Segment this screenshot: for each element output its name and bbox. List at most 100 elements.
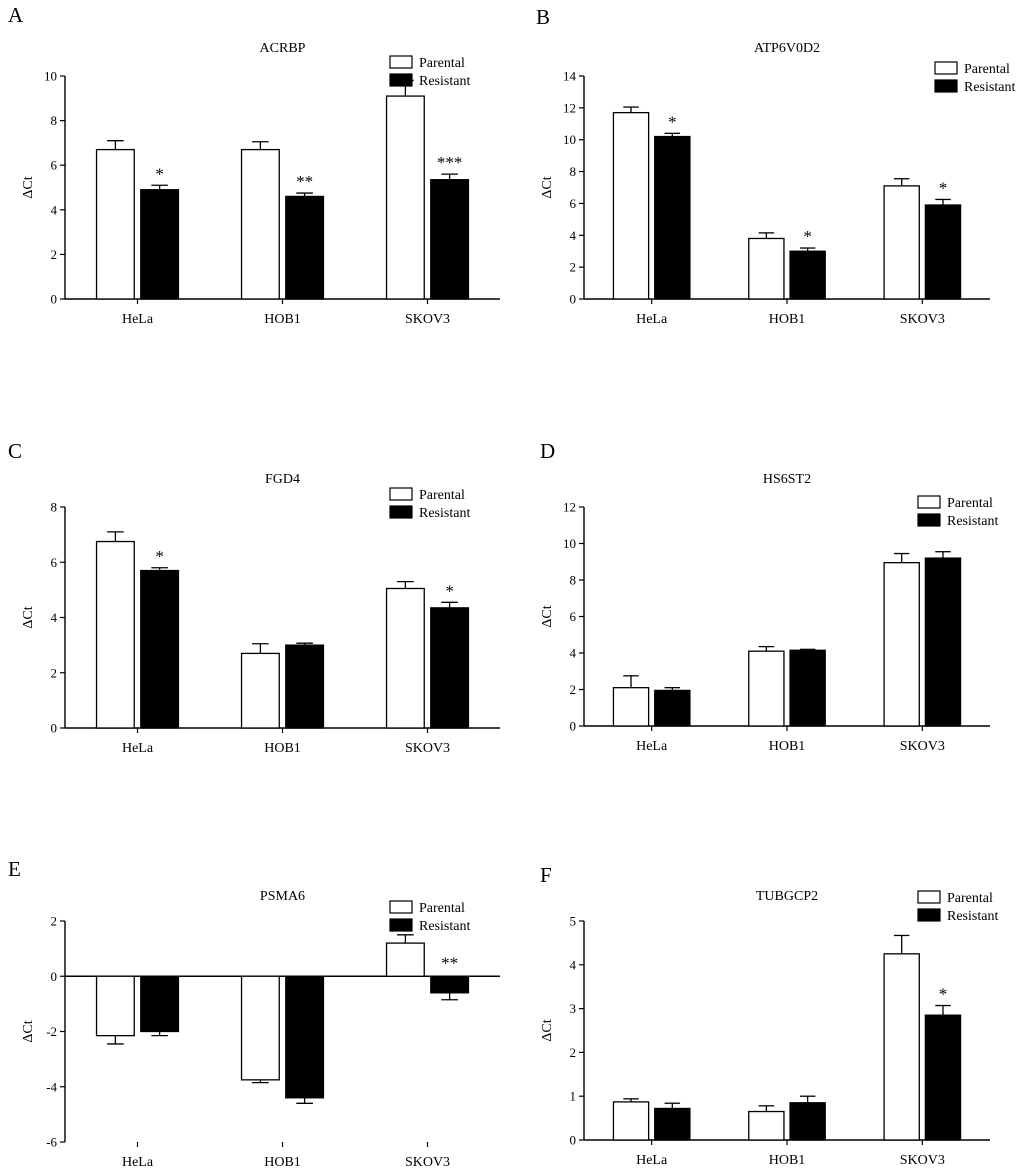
y-axis-label: ΔCt — [540, 605, 555, 627]
legend: Parental Resistant — [917, 890, 998, 924]
y-tick-label: 8 — [51, 113, 58, 128]
bar-parental — [748, 650, 785, 727]
x-tick-label: SKOV3 — [900, 1153, 945, 1168]
x-tick-label: SKOV3 — [405, 1155, 450, 1170]
bar-resistant — [285, 195, 325, 300]
significance-marker: * — [445, 581, 454, 600]
significance-marker: ** — [296, 172, 313, 191]
y-tick-label: 0 — [570, 292, 577, 307]
y-tick-label: 1 — [570, 1089, 577, 1104]
bar-parental — [240, 652, 280, 729]
bar-resistant — [140, 975, 180, 1033]
bar-resistant — [654, 135, 691, 300]
legend-swatch — [389, 918, 413, 932]
legend-label: Parental — [419, 56, 465, 71]
bar-parental — [95, 540, 135, 729]
y-tick-label: 6 — [51, 158, 58, 173]
legend-label: Parental — [419, 901, 465, 916]
bar-parental — [748, 1110, 785, 1141]
chart-panel-b: B ATP6V0D2 0 2 4 6 8 10 12 14 ΔCt HeLa * HOB1 * SKOV3 * P… — [536, 5, 1015, 327]
legend-swatch — [934, 79, 958, 93]
x-tick-label: HOB1 — [769, 739, 806, 754]
legend-label: Parental — [947, 496, 993, 511]
panel-label: E — [8, 857, 21, 881]
legend-swatch — [389, 487, 413, 501]
y-tick-label: 12 — [563, 100, 576, 115]
bar-parental — [385, 95, 425, 300]
legend-swatch — [389, 900, 413, 914]
y-tick-label: 0 — [570, 1133, 577, 1148]
y-tick-label: 6 — [51, 555, 58, 570]
chart-panel-d: D HS6ST2 0 2 4 6 8 10 12 ΔCt HeLa HOB1 SKOV3 Parental… — [540, 439, 998, 754]
y-tick-label: 8 — [570, 573, 577, 588]
chart-title: TUBGCP2 — [756, 889, 818, 904]
y-tick-label: 10 — [44, 69, 57, 84]
significance-marker: * — [803, 227, 812, 246]
y-tick-label: 3 — [570, 1001, 577, 1016]
y-tick-label: 10 — [563, 536, 576, 551]
chart-panel-a: A ACRBP 0 2 4 6 8 10 ΔCt HeLa * HOB1 ** SKOV3 *** Paren… — [8, 3, 500, 327]
y-tick-label: 4 — [570, 228, 577, 243]
legend-swatch — [389, 73, 413, 87]
bar-parental — [612, 111, 650, 300]
significance-marker: * — [668, 112, 677, 131]
legend: Parental Resistant — [389, 900, 470, 934]
bar-resistant — [285, 644, 325, 729]
x-tick-label: HeLa — [636, 739, 668, 754]
bar-resistant — [789, 250, 826, 300]
bar-parental — [240, 148, 280, 300]
x-tick-label: HeLa — [636, 1153, 668, 1168]
significance-marker: * — [155, 547, 164, 566]
panel-label: D — [540, 439, 555, 463]
x-tick-label: HOB1 — [264, 1155, 301, 1170]
significance-marker: ** — [441, 953, 458, 972]
y-tick-label: 2 — [51, 247, 58, 262]
legend-swatch — [389, 505, 413, 519]
legend-swatch — [917, 513, 941, 527]
bar-parental — [612, 687, 650, 727]
bar-parental — [883, 185, 920, 300]
panel-label: C — [8, 439, 22, 463]
chart-title: FGD4 — [265, 472, 300, 487]
y-tick-label: 2 — [570, 260, 577, 275]
bar-parental — [385, 942, 425, 977]
y-tick-label: 4 — [51, 202, 58, 217]
bar-resistant — [924, 204, 962, 300]
chart-panel-f: F TUBGCP2 0 1 2 3 4 5 ΔCt HeLa HOB1 SKOV3 * Parental R… — [540, 863, 998, 1168]
x-tick-label: SKOV3 — [405, 741, 450, 756]
y-tick-label: 4 — [570, 957, 577, 972]
x-tick-label: HeLa — [122, 312, 154, 327]
chart-panel-e: E PSMA6 -6 -4 -2 0 2 ΔCt HeLa HOB1 SKOV3 ** Parental… — [8, 857, 500, 1170]
y-tick-label: -4 — [46, 1079, 57, 1094]
legend-swatch — [934, 61, 958, 75]
bar-parental — [385, 587, 425, 729]
bar-resistant — [430, 607, 470, 729]
bar-resistant — [140, 189, 180, 300]
bar-parental — [883, 562, 920, 727]
y-tick-label: 4 — [570, 646, 577, 661]
y-axis-label: ΔCt — [540, 1019, 555, 1041]
bar-resistant — [924, 557, 962, 727]
bar-resistant — [654, 1107, 691, 1141]
legend: Parental Resistant — [389, 487, 470, 521]
significance-marker: * — [939, 178, 948, 197]
x-tick-label: SKOV3 — [900, 739, 945, 754]
y-tick-label: 10 — [563, 132, 576, 147]
y-tick-label: 8 — [570, 164, 577, 179]
y-tick-label: 2 — [570, 1045, 577, 1060]
x-tick-label: HOB1 — [769, 312, 806, 327]
bar-parental — [240, 975, 280, 1081]
legend-swatch — [917, 908, 941, 922]
significance-marker: *** — [437, 153, 463, 172]
bar-resistant — [789, 1102, 826, 1141]
x-tick-label: HeLa — [122, 1155, 154, 1170]
bar-resistant — [654, 689, 691, 727]
panel-label: B — [536, 5, 550, 29]
legend: Parental Resistant — [917, 495, 998, 529]
y-tick-label: -2 — [46, 1024, 57, 1039]
y-tick-label: 4 — [51, 610, 58, 625]
significance-marker: * — [155, 164, 164, 183]
y-tick-label: 6 — [570, 609, 577, 624]
y-tick-label: 2 — [51, 665, 58, 680]
